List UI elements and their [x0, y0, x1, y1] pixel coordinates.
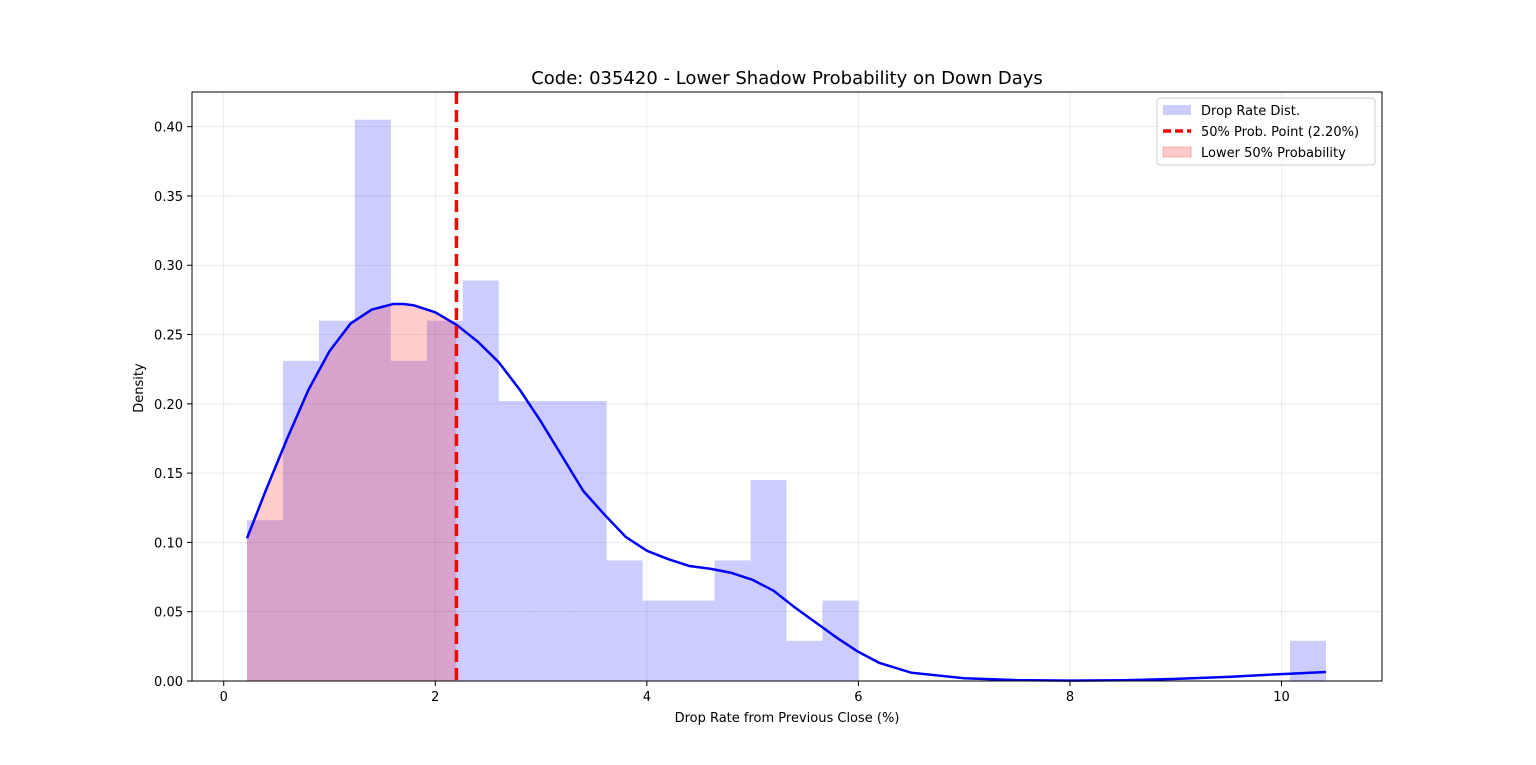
histogram-bar: [318, 320, 355, 681]
y-tick-label: 0.40: [154, 121, 183, 136]
chart-title: Code: 035420 - Lower Shadow Probability …: [531, 68, 1043, 89]
legend-label: Lower 50% Probability: [1201, 146, 1346, 161]
y-tick-label: 0.10: [154, 536, 183, 551]
x-tick-label: 8: [1066, 690, 1074, 705]
histogram-bar: [354, 119, 391, 681]
x-tick-label: 4: [643, 690, 651, 705]
histogram-bar: [247, 520, 283, 681]
tick-labels: 0 2 4 6 8 10 0.00 0.05 0.10 0.15 0.20 0.25 0.30 0.35 0…: [154, 121, 1290, 705]
y-tick-label: 0.25: [154, 329, 183, 344]
x-tick-label: 2: [431, 690, 439, 705]
legend-label: Drop Rate Dist.: [1201, 104, 1300, 119]
plot-frame: [191, 91, 1383, 682]
y-axis-label: Density: [132, 363, 147, 413]
lower-probability-area: [247, 304, 457, 681]
x-axis-label: Drop Rate from Previous Close (%): [675, 711, 900, 726]
kde-curve: [245, 302, 1326, 682]
histogram-bar: [606, 560, 643, 681]
legend: Drop Rate Dist. 50% Prob. Point (2.20%) Lo…: [1156, 97, 1376, 166]
legend-label: 50% Prob. Point (2.20%): [1201, 125, 1359, 140]
histogram-bar: [498, 401, 535, 681]
y-tick-label: 0.15: [154, 467, 183, 482]
histogram-bar: [390, 360, 427, 681]
histogram-bar: [534, 401, 571, 681]
x-tick-label: 6: [854, 690, 862, 705]
lower-probability-fill: [247, 304, 457, 681]
x-tick-label: 0: [220, 690, 228, 705]
histogram-bar: [570, 401, 607, 681]
histogram-bar: [786, 640, 823, 681]
y-tick-label: 0.00: [154, 675, 183, 690]
histogram-bar: [282, 360, 319, 681]
legend-box: [1156, 97, 1376, 166]
x-tick-label: 10: [1273, 690, 1290, 705]
legend-swatch-hist: [1163, 105, 1191, 115]
grid: [192, 92, 1382, 682]
histogram-bar: [642, 600, 679, 681]
y-tick-label: 0.20: [154, 398, 183, 413]
legend-swatch-fill: [1162, 146, 1192, 158]
y-tick-label: 0.35: [154, 190, 183, 205]
histogram-bar: [714, 560, 751, 681]
histogram-bars: [247, 119, 1326, 681]
histogram-bar: [1289, 640, 1326, 681]
y-tick-label: 0.30: [154, 259, 183, 274]
kde-line: [245, 302, 1326, 682]
histogram-bar: [462, 280, 499, 681]
y-tick-label: 0.05: [154, 606, 183, 621]
axes: [187, 91, 1383, 686]
histogram-bar: [678, 600, 715, 681]
